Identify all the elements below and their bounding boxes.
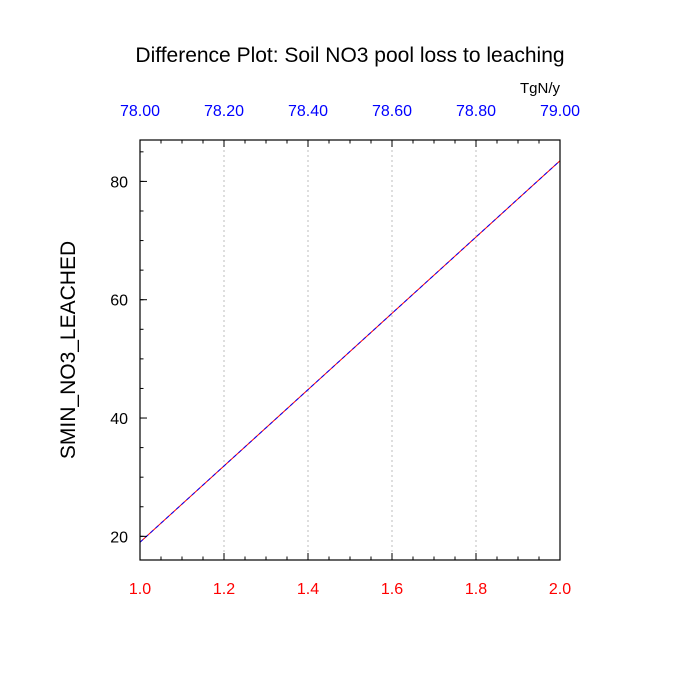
chart-title: Difference Plot: Soil NO3 pool loss to l… <box>135 44 564 67</box>
x-tick-label-top: 79.00 <box>540 103 580 120</box>
x-tick-label-top: 78.00 <box>120 103 160 120</box>
x-tick-label-top: 78.20 <box>204 103 244 120</box>
tick-label-layer: 1.0 1.2 1.4 1.6 1.8 2.0 78.00 78.20 78.40 78.60 78… <box>110 103 580 598</box>
x-tick-label-bottom: 1.2 <box>213 581 235 598</box>
y-tick-label: 60 <box>110 293 128 310</box>
grid-layer <box>223 140 477 560</box>
series-line <box>139 160 561 543</box>
x-tick-label-top: 78.40 <box>288 103 328 120</box>
x-tick-label-bottom: 1.6 <box>381 581 403 598</box>
tick-layer <box>139 140 561 560</box>
y-axis-label: SMIN_NO3_LEACHED <box>57 241 80 459</box>
x-tick-label-bottom: 1.8 <box>465 581 487 598</box>
x-tick-label-bottom: 1.4 <box>297 581 319 598</box>
top-axis-units: TgN/y <box>520 80 561 97</box>
y-tick-label: 80 <box>110 174 128 191</box>
plot-frame <box>139 139 561 561</box>
y-tick-label: 40 <box>110 411 128 428</box>
x-tick-label-bottom: 1.0 <box>129 581 151 598</box>
x-tick-label-top: 78.80 <box>456 103 496 120</box>
y-tick-label: 20 <box>110 529 128 546</box>
series-layer <box>139 160 561 543</box>
x-tick-label-bottom: 2.0 <box>549 581 571 598</box>
x-tick-label-top: 78.60 <box>372 103 412 120</box>
